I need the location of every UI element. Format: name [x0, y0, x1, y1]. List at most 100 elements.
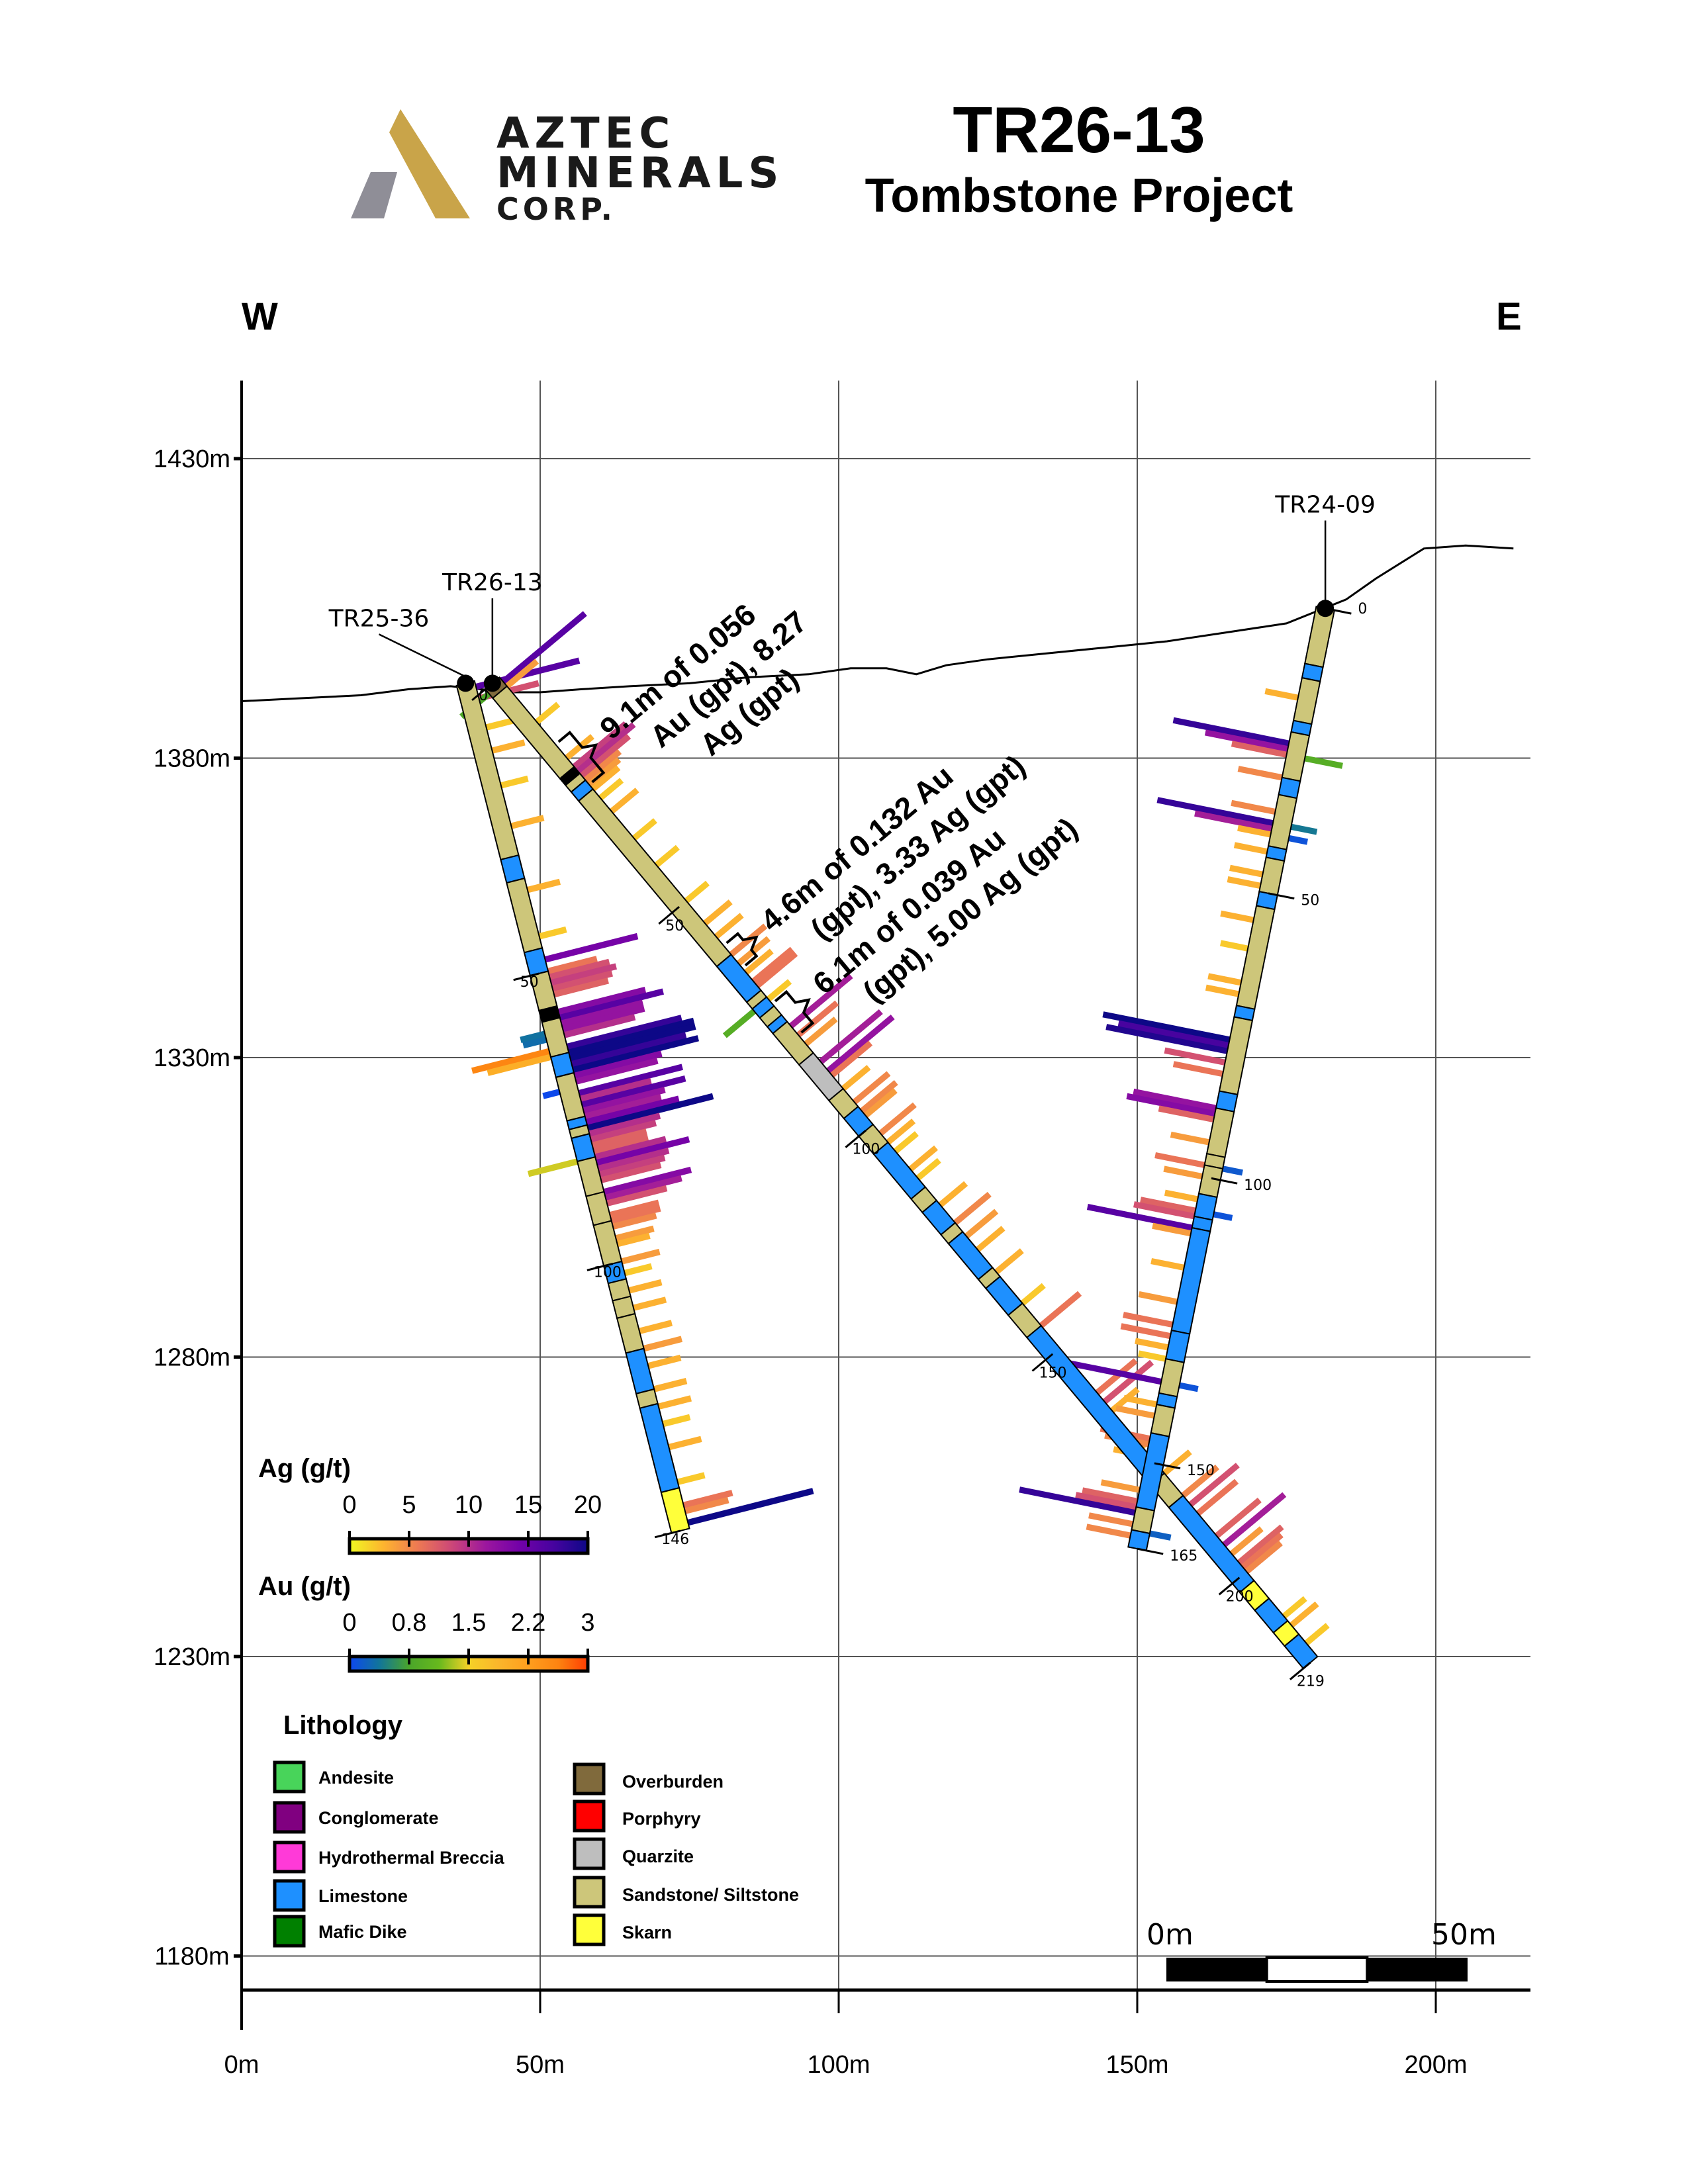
ag-assay-bar	[578, 1064, 683, 1097]
legend-swatch	[573, 1876, 606, 1909]
ag-assay-bar	[1241, 1532, 1284, 1570]
ag-assay-bar	[568, 1017, 695, 1056]
ag-assay-bar	[975, 1226, 1006, 1252]
ag-assay-bar	[1237, 1524, 1284, 1565]
ag-assay-bar	[703, 899, 733, 926]
ag-assay-bar	[886, 1118, 916, 1145]
ag-assay-bar	[1115, 1405, 1155, 1419]
ag-assay-bar	[668, 1435, 702, 1451]
drillhole-label: TR25-36	[328, 605, 430, 632]
legend-label: Conglomerate	[318, 1808, 439, 1828]
ag-assay-bar	[1133, 1088, 1217, 1111]
project-subtitle: Tombstone Project	[865, 169, 1293, 222]
au-assay-bar	[1290, 823, 1318, 835]
ag-assay-bar	[603, 1166, 692, 1195]
ag-assay-bar	[1117, 1020, 1229, 1049]
ag-assay-bar	[591, 1128, 647, 1149]
ag-assay-bar	[638, 1320, 673, 1334]
au-assay-bar	[471, 1048, 550, 1074]
ag-assay-bar	[572, 721, 628, 770]
lithology-legend-title: Lithology	[283, 1711, 403, 1740]
depth-tick	[513, 972, 539, 981]
ag-assay-bar	[818, 1009, 883, 1064]
legend-swatch	[273, 1760, 306, 1794]
collar-marker-icon	[457, 674, 475, 692]
ag-assay-bar	[592, 1134, 649, 1154]
drillhole-title: TR26-13	[953, 93, 1205, 166]
ag-assay-bar	[1231, 799, 1276, 815]
y-tick-label: 1380m	[154, 745, 230, 773]
y-tick-label: 1330m	[154, 1044, 230, 1072]
ag-assay-bar	[588, 1113, 661, 1137]
ag-assay-bar	[1105, 1024, 1228, 1054]
depth-label: 50	[665, 918, 684, 934]
colorbar-tick-label: 0.8	[392, 1609, 427, 1637]
ag-assay-bar	[1204, 729, 1289, 752]
legend-label: Porphyry	[622, 1809, 701, 1829]
colorbar-tick-label: 3	[581, 1609, 594, 1637]
ag-assay-bar	[755, 951, 798, 989]
ag-assay-bar	[616, 1232, 651, 1248]
ag-assay-bar	[565, 734, 594, 760]
ag-assay-bar	[863, 1088, 898, 1118]
ag-assay-bar	[544, 933, 639, 963]
ag-assay-bar	[606, 1185, 668, 1206]
legends: Ag (g/t) 0 5 10 15 20 Au (g/t) 0 0.8 1.5 2.2 3 Litho…	[258, 1454, 1497, 1983]
ag-assay-bar	[621, 1248, 661, 1265]
depth-label: 50	[1301, 893, 1319, 909]
ag-assay-bar	[1237, 825, 1272, 838]
colorbar-tick-label: 0	[342, 1491, 356, 1519]
y-tick-label: 1430m	[154, 445, 230, 473]
ag-assay-bar	[1222, 1492, 1287, 1547]
au-assay-bar	[1288, 835, 1308, 845]
legend-label: Andesite	[318, 1768, 394, 1788]
colorbar-title: Ag (g/t)	[258, 1454, 351, 1483]
ag-assay-bar	[647, 1354, 682, 1369]
ag-assay-bar	[1227, 876, 1261, 889]
ag-assay-bar	[643, 1336, 682, 1352]
ag-assay-bar	[1244, 1540, 1283, 1574]
ag-assay-bar	[662, 1414, 691, 1428]
y-tick-label: 1180m	[154, 1943, 229, 1971]
collar-marker-icon	[1317, 600, 1335, 617]
lithology-segment	[1150, 1403, 1176, 1437]
ag-assay-bar	[1086, 1524, 1131, 1539]
east-label: E	[1496, 295, 1522, 338]
ag-assay-bar	[596, 1136, 690, 1166]
ag-assay-bar	[610, 1205, 661, 1224]
ag-assay-bar	[597, 1148, 670, 1172]
legend-label: Overburden	[622, 1772, 724, 1792]
lithology-segment	[1218, 1016, 1254, 1096]
ag-assay-bar	[1282, 1596, 1307, 1619]
ag-assay-bar	[526, 878, 561, 893]
west-label: W	[242, 295, 278, 338]
ag-assay-bar	[615, 1225, 655, 1242]
ag-assay-bar	[585, 1095, 680, 1126]
ag-assay-bar	[1133, 1201, 1196, 1220]
ag-assay-bar	[1207, 973, 1242, 986]
ag-assay-bar	[994, 1248, 1024, 1275]
drillhole-tr24-09: 0 50 100 150 165 TR24-09	[1127, 491, 1376, 1565]
ag-assay-bar	[1170, 1131, 1210, 1146]
ag-assay-bar	[609, 1199, 660, 1218]
au-assay-bar	[1149, 1530, 1172, 1541]
legend-swatch	[573, 1762, 606, 1796]
ag-assay-bar	[938, 1181, 968, 1208]
colorbar-tick-label: 10	[455, 1491, 483, 1519]
ag-assay-bar	[1194, 810, 1273, 832]
ag-assay-bar	[1172, 1061, 1224, 1077]
ag-assay-bar	[598, 1154, 666, 1178]
ag-assay-bar	[687, 1488, 814, 1526]
depth-tick	[1154, 1462, 1181, 1470]
ag-assay-bar	[579, 733, 632, 778]
intercept-bracket	[726, 931, 759, 967]
colorbar-title: Au (g/t)	[258, 1572, 351, 1601]
depth-tick	[1211, 1177, 1238, 1185]
depth-label: 150	[1039, 1365, 1067, 1381]
lithology-segment	[1292, 676, 1321, 725]
ag-assay-bar	[1264, 688, 1299, 701]
ag-assay-bar	[583, 1087, 666, 1114]
ag-assay-bar	[562, 1005, 645, 1032]
ag-assay-bar	[590, 765, 621, 792]
lithology-segment	[1197, 1164, 1224, 1199]
